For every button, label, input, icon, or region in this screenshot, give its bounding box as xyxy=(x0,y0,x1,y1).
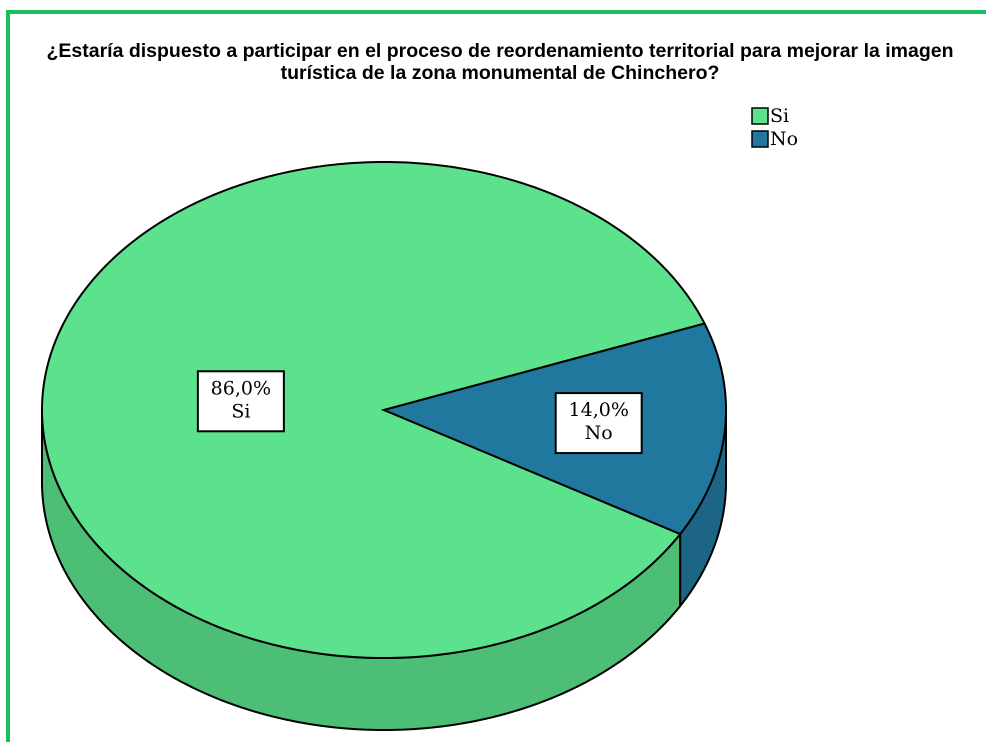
data-label: 14,0% xyxy=(569,399,629,421)
label-box xyxy=(554,392,643,455)
legend-label: Si xyxy=(770,105,789,127)
frame xyxy=(6,10,986,742)
data-label-category: No xyxy=(585,422,613,444)
data-label-category: Si xyxy=(231,400,250,422)
legend-swatch xyxy=(751,130,769,148)
pie-slice xyxy=(41,160,707,659)
chart-title: ¿Estaría dispuesto a participar en el pr… xyxy=(46,40,954,84)
legend-label: No xyxy=(770,128,798,150)
data-label: 86,0% xyxy=(211,377,271,399)
label-box xyxy=(196,370,285,433)
legend-swatch xyxy=(751,107,769,125)
